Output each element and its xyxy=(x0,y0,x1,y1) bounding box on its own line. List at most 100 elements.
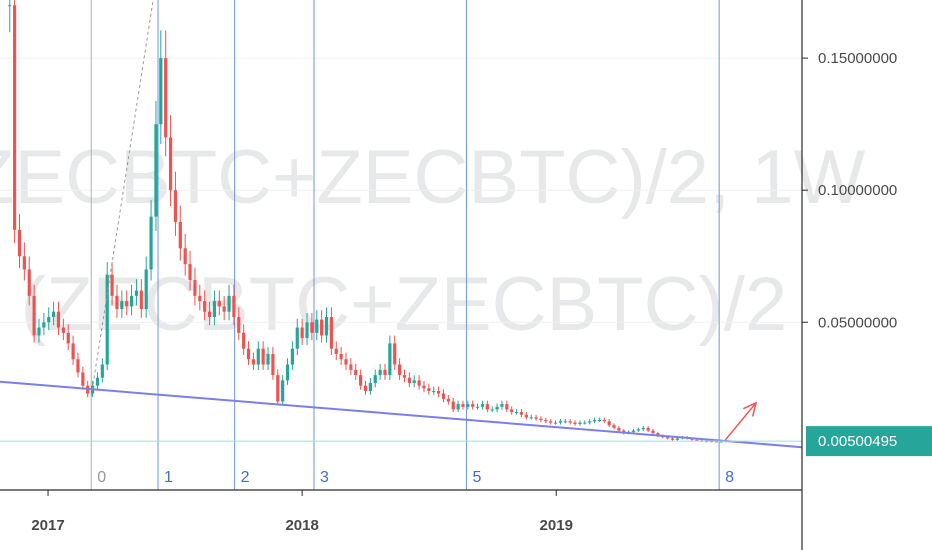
candle-body xyxy=(393,343,397,365)
candle-body xyxy=(529,417,533,419)
candle-body xyxy=(242,332,246,349)
candle-body xyxy=(354,369,358,376)
candle-body xyxy=(646,427,650,431)
candle-body xyxy=(363,385,368,391)
candle-body xyxy=(134,290,139,296)
candle-body xyxy=(178,221,182,249)
fib-zone-label: 2 xyxy=(241,469,250,486)
candlestick-series xyxy=(8,0,728,443)
candle-body xyxy=(203,301,207,312)
candle-body xyxy=(261,348,265,365)
candle-body xyxy=(427,388,431,391)
candle-body xyxy=(183,248,187,265)
candle-body xyxy=(480,404,485,407)
candle-body xyxy=(52,311,56,317)
candle-body xyxy=(709,441,714,443)
candle-body xyxy=(61,327,65,333)
candle-body xyxy=(47,316,51,323)
fib-zone-label: 3 xyxy=(320,469,329,486)
candle-body xyxy=(120,301,124,310)
candle-body xyxy=(436,390,441,394)
candle-body xyxy=(37,327,41,336)
candle-body xyxy=(373,375,377,384)
candle-body xyxy=(188,264,192,280)
candle-body xyxy=(451,401,455,410)
candle-body xyxy=(485,404,489,410)
candle-body xyxy=(607,421,611,426)
candle-body xyxy=(359,375,363,386)
fib-zone-label: 0 xyxy=(97,469,106,486)
candle-body xyxy=(232,295,236,317)
y-tick-label: 0.15000000 xyxy=(818,50,897,67)
candle-body xyxy=(402,375,407,378)
x-axis[interactable]: 2017 2018 2019 xyxy=(31,490,573,534)
candle-body xyxy=(417,380,421,386)
candle-body xyxy=(173,190,178,222)
candle-body xyxy=(441,393,446,399)
candle-body xyxy=(285,364,290,381)
candle-body xyxy=(651,430,655,434)
candle-body xyxy=(315,319,319,333)
candle-body xyxy=(217,301,221,307)
fib-time-zones[interactable]: 0 1 2 3 5 8 xyxy=(90,0,734,490)
candle-body xyxy=(154,124,158,217)
candle-body xyxy=(602,420,606,422)
candle-body xyxy=(553,422,558,424)
candle-body xyxy=(100,364,104,378)
up-arrow-head xyxy=(743,401,758,417)
candle-body xyxy=(446,398,450,402)
candle-body xyxy=(612,425,616,428)
candle-body xyxy=(495,406,499,410)
candle-body xyxy=(66,332,70,344)
candle-body xyxy=(519,412,524,415)
candle-body xyxy=(159,58,163,125)
candle-body xyxy=(617,427,621,431)
candle-body xyxy=(563,421,567,423)
candle-body xyxy=(76,359,80,373)
candle-body xyxy=(164,58,168,138)
y-tick-label: 0.10000000 xyxy=(818,182,897,199)
candle-body xyxy=(398,364,402,376)
candle-body xyxy=(222,306,226,312)
candle-body xyxy=(578,422,582,424)
candle-body xyxy=(320,319,324,336)
candle-body xyxy=(705,441,709,443)
candle-body xyxy=(115,295,119,310)
candle-body xyxy=(597,420,602,421)
candle-body xyxy=(461,404,465,407)
candle-body xyxy=(290,348,294,365)
candle-body xyxy=(588,421,592,423)
candle-body xyxy=(198,295,202,302)
candle-body xyxy=(334,348,338,354)
candle-body xyxy=(22,256,26,270)
y-axis[interactable]: 0.15000000 0.10000000 0.05000000 xyxy=(802,50,897,331)
candle-body xyxy=(271,353,275,376)
up-arrow-shaft xyxy=(724,402,757,441)
candle-body xyxy=(310,322,314,333)
candle-body xyxy=(714,441,718,443)
candle-body xyxy=(412,380,416,384)
candle-body xyxy=(510,409,514,413)
candle-body xyxy=(139,290,143,310)
candle-body xyxy=(32,295,36,336)
candle-body xyxy=(475,406,480,408)
candle-body xyxy=(534,417,538,419)
x-tick-label: 2019 xyxy=(540,517,573,534)
candle-body xyxy=(276,375,280,402)
candle-body xyxy=(349,364,353,370)
drawing-tools[interactable] xyxy=(0,0,803,449)
candle-body xyxy=(407,377,411,384)
candle-body xyxy=(56,311,61,328)
candle-body xyxy=(505,404,509,410)
support-trendline xyxy=(0,380,803,449)
x-tick-label: 2017 xyxy=(31,517,64,534)
candle-body xyxy=(641,427,645,430)
candle-body xyxy=(378,369,382,376)
candle-body xyxy=(524,414,528,418)
candle-body xyxy=(558,421,563,423)
candle-body xyxy=(300,327,304,339)
candle-body xyxy=(193,280,197,296)
candle-body xyxy=(246,348,251,360)
y-tick-label: 0.05000000 xyxy=(818,314,897,331)
